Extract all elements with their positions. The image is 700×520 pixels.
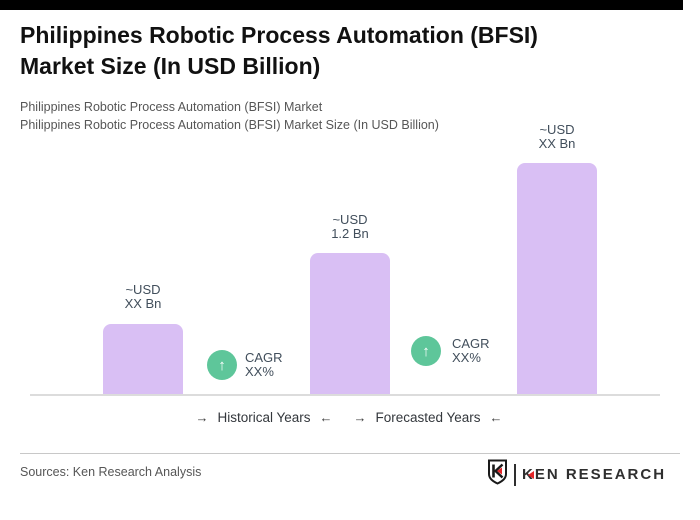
footer-divider — [20, 453, 680, 454]
cagr1-line2: XX% — [245, 364, 274, 379]
bar-forecast — [517, 163, 597, 395]
page-title: Philippines Robotic Process Automation (… — [20, 20, 680, 82]
bar-value-label-2: ~USD 1.2 Bn — [290, 213, 410, 241]
page-title-line1: Philippines Robotic Process Automation (… — [20, 22, 538, 48]
forecasted-years-label: Forecasted Years — [375, 410, 481, 425]
page-title-line2: Market Size (In USD Billion) — [20, 53, 321, 79]
left-arrow-icon: ← — [489, 410, 503, 425]
historical-years-label: Historical Years — [217, 410, 311, 425]
bar2-label-line1: ~USD — [332, 212, 368, 227]
ken-research-logo: K EN RESEARCH — [487, 459, 666, 490]
x-axis-annotation-forecasted: → Forecasted Years ← — [353, 410, 502, 425]
sources-text: Sources: Ken Research Analysis — [20, 465, 202, 479]
cagr-badge-2: ↑ — [411, 336, 441, 366]
brand-text: K EN RESEARCH — [522, 466, 666, 483]
bar3-label-line2: XX Bn — [538, 136, 576, 151]
x-axis-line — [30, 394, 660, 396]
subtitle-line2: Philippines Robotic Process Automation (… — [20, 118, 439, 132]
right-arrow-icon: → — [353, 410, 367, 425]
cagr-label-1: CAGR XX% — [245, 351, 283, 379]
cagr-label-2: CAGR XX% — [452, 337, 490, 365]
subtitle: Philippines Robotic Process Automation (… — [20, 98, 680, 134]
bar-historical-1 — [103, 324, 183, 395]
up-arrow-icon: ↑ — [218, 356, 226, 374]
red-notch-icon — [527, 470, 534, 479]
shield-k-icon — [487, 459, 508, 490]
brand-k-letter: K — [522, 466, 535, 483]
subtitle-line1: Philippines Robotic Process Automation (… — [20, 100, 323, 114]
bar2-label-line2: 1.2 Bn — [331, 226, 369, 241]
cagr-badge-1: ↑ — [207, 350, 237, 380]
bar-value-label-3: ~USD XX Bn — [497, 123, 617, 151]
bar1-label-line2: XX Bn — [124, 296, 162, 311]
brand-rest: EN RESEARCH — [534, 466, 667, 483]
x-axis-annotation-historical: → Historical Years ← — [195, 410, 332, 425]
brand-k-glyph: K — [522, 466, 535, 483]
bar-historical-2 — [310, 253, 390, 395]
bar-value-label-1: ~USD XX Bn — [83, 283, 203, 311]
bar3-label-line1: ~USD — [539, 122, 575, 137]
cagr2-line1: CAGR — [452, 336, 490, 351]
up-arrow-icon: ↑ — [422, 342, 430, 360]
cagr2-line2: XX% — [452, 350, 481, 365]
top-black-bar — [0, 0, 683, 10]
right-arrow-icon: → — [195, 410, 209, 425]
cagr1-line1: CAGR — [245, 350, 283, 365]
bar1-label-line1: ~USD — [125, 282, 161, 297]
left-arrow-icon: ← — [319, 410, 333, 425]
logo-separator — [514, 463, 516, 486]
